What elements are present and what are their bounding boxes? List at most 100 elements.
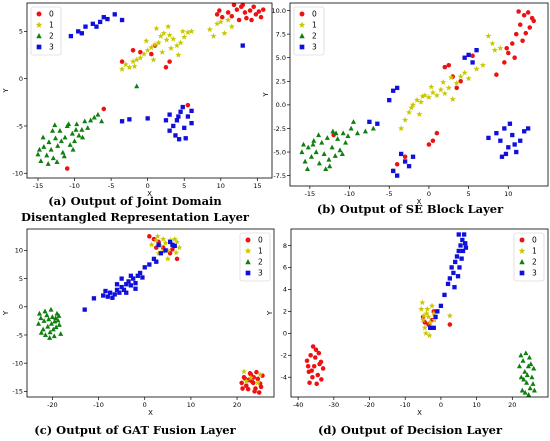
point-b-class-3 [395,173,400,178]
point-c-class-3 [135,273,140,278]
point-d-class-1 [431,316,438,323]
point-a-class-1 [188,28,195,34]
point-d-class-1 [425,313,432,320]
point-a-class-0 [234,7,240,12]
x-tick-label-c: 0 [143,401,147,409]
point-c-class-1 [173,238,181,245]
point-b-class-2 [350,119,357,124]
point-c-class-1 [160,235,167,242]
point-b-class-0 [513,31,519,37]
point-c-class-3 [91,296,97,301]
point-b-class-0 [509,41,515,46]
point-c-class-1 [254,379,261,386]
point-b-class-1 [440,79,447,85]
point-b-class-1 [449,95,456,102]
point-a-class-3 [176,114,181,119]
point-a-class-2 [74,121,80,127]
legend-label-d-2: 2 [532,258,537,267]
point-b-class-1 [425,94,432,100]
point-c-class-3 [112,292,117,297]
point-b-class-0 [506,50,511,56]
plot-area-a [27,3,272,178]
y-tick-label-d: 0 [283,330,287,338]
point-a-class-0 [185,102,191,108]
point-d-class-2 [516,363,522,369]
point-a-class-2 [70,146,76,152]
points-a [35,2,266,171]
x-tick-label-b: -5 [386,190,392,198]
point-d-class-3 [463,241,468,246]
point-b-class-1 [465,75,472,82]
point-a-class-0 [229,13,235,19]
point-a-class-2 [35,151,41,157]
point-d-class-3 [456,248,461,254]
point-b-class-2 [339,151,345,156]
point-a-class-1 [221,30,228,36]
point-b-class-3 [391,168,396,174]
point-a-class-1 [133,56,140,63]
point-d-class-1 [420,312,427,319]
point-c-class-3 [137,270,143,276]
point-b-class-3 [499,154,505,159]
y-tick-label-d: -2 [281,352,287,360]
point-b-class-2 [327,163,333,169]
point-b-class-2 [330,128,336,134]
point-b-class-1 [419,93,426,100]
point-b-class-2 [313,149,319,155]
point-b-class-0 [512,55,517,60]
legend-c: 0 1 2 3 [239,232,271,282]
point-c-class-3 [82,307,87,312]
point-a-class-3 [119,17,125,23]
point-b-class-0 [516,9,521,14]
point-b-class-0 [502,60,507,65]
point-c-class-2 [46,316,52,322]
point-d-class-2 [521,376,527,382]
point-c-class-0 [255,376,261,382]
point-a-class-3 [189,120,194,126]
x-tick-label-b: 5 [467,190,471,198]
x-tick-label-d: 20 [508,401,516,409]
point-d-class-3 [431,325,436,330]
x-tick-label-d: 0 [439,401,443,409]
point-c-class-0 [258,384,264,390]
point-a-class-1 [175,51,182,58]
point-c-class-3 [142,265,147,270]
point-c-class-1 [176,244,183,251]
point-b-class-0 [442,64,448,70]
point-a-class-1 [210,32,217,39]
point-a-class-1 [177,39,184,46]
point-d-class-3 [428,325,433,330]
point-b-class-2 [345,133,351,139]
point-a-class-1 [144,47,151,53]
point-d-class-3 [461,232,467,237]
legend-marker-b-1 [298,21,306,28]
point-b-class-3 [498,138,503,143]
point-c-class-3 [119,276,124,281]
legend-marker-c-3 [245,270,251,276]
point-d-class-1 [421,324,428,331]
x-tick-label-a: 10 [217,182,225,190]
point-b-class-1 [453,79,460,86]
x-tick-label-c: 10 [187,401,195,409]
point-b-class-2 [343,139,349,145]
legend-marker-b-0 [299,11,305,17]
axes-frame-a [26,2,273,179]
point-a-class-0 [64,166,70,171]
point-b-class-3 [406,164,412,169]
point-d-class-3 [456,232,461,237]
legend-label-a-1: 1 [49,21,54,30]
y-axis-label-b: Y [262,92,270,98]
point-b-class-3 [395,85,400,91]
point-b-class-1 [441,90,448,97]
point-c-class-0 [244,383,249,389]
point-a-class-3 [112,12,117,17]
point-c-class-3 [133,280,138,286]
point-c-class-3 [126,279,131,284]
point-b-class-1 [491,46,498,53]
x-tick-label-a: 15 [253,182,261,190]
point-a-class-1 [181,33,188,40]
point-c-class-0 [249,378,255,384]
point-c-class-0 [147,234,152,239]
point-c-class-3 [131,276,136,281]
